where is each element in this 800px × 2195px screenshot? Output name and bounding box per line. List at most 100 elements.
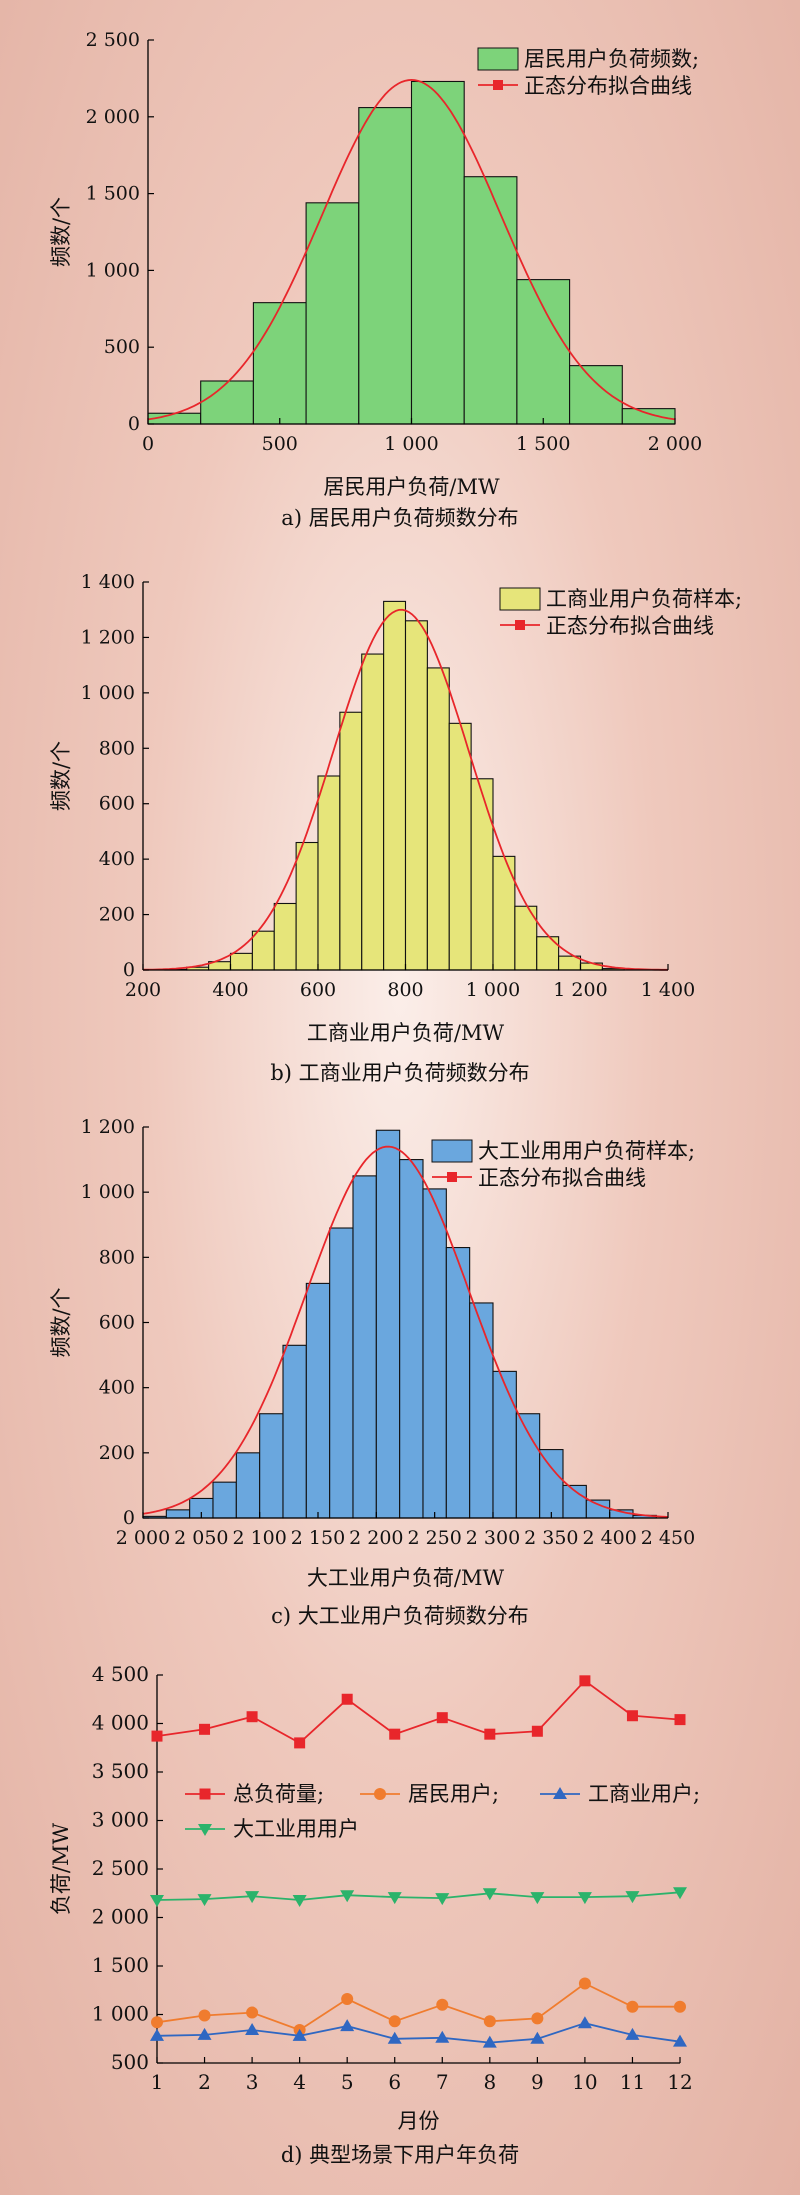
chart2-bar	[399, 1159, 424, 1519]
chart3-series-point	[625, 2027, 640, 2040]
chart3-series-point	[389, 1728, 401, 1740]
chart1-x-tick-label: 1 200	[553, 979, 607, 1001]
chart3-series-point	[340, 2019, 355, 2032]
chart1-x-axis-label: 工商业用户负荷/MW	[307, 1021, 505, 1045]
chart1-bar	[448, 722, 472, 971]
chart1-legend-line-marker	[515, 620, 525, 630]
chart3-legend-marker	[374, 1788, 386, 1800]
chart2-y-tick-label: 800	[99, 1246, 135, 1268]
chart0-bar	[305, 202, 360, 425]
chart3-series-point	[673, 1887, 687, 1900]
chart3-series-line	[156, 1982, 680, 2032]
chart3-legend-label: 总负荷量;	[233, 1782, 324, 1806]
chart3-series-point	[435, 1893, 450, 1906]
chart1-bar	[317, 775, 341, 971]
chart3-x-tick-label: 2	[198, 2070, 211, 2094]
chart3-y-tick-label: 2 000	[92, 1905, 149, 1929]
chart3-series-point	[579, 1675, 591, 1687]
chart1-x-tick-label: 1 400	[641, 979, 695, 1001]
chart1-x-tick-label: 1 000	[466, 979, 520, 1001]
chart3-title: d) 典型场景下用户年负荷	[281, 2143, 519, 2167]
chart0-x-tick-label: 1 500	[516, 433, 570, 455]
chart3-series-point	[530, 2031, 545, 2044]
chart2-legend-line-marker	[447, 1172, 457, 1182]
chart0-y-tick-label: 0	[128, 413, 140, 435]
chart0-y-tick-label: 2 500	[86, 29, 140, 51]
chart1-legend-bar-label: 工商业用户负荷样本;	[546, 587, 742, 611]
chart2-y-tick-label: 1 000	[81, 1181, 135, 1203]
chart2-x-tick-label: 2 300	[466, 1527, 520, 1549]
chart1-bar	[295, 841, 319, 971]
chart3-x-tick-label: 1	[151, 2070, 164, 2094]
chart3-x-tick-label: 8	[483, 2070, 496, 2094]
chart3-series-line	[156, 1891, 681, 1901]
chart0-legend-line-label: 正态分布拟合曲线	[524, 74, 692, 98]
chart3-series-point	[673, 2034, 687, 2047]
chart2-bar	[305, 1282, 331, 1519]
chart3-y-tick-label: 1 500	[92, 1953, 149, 1977]
chart1-bar	[273, 902, 297, 971]
chart2-x-axis-label: 大工业用户负荷/MW	[307, 1566, 505, 1590]
chart3-series-point	[387, 1892, 402, 1905]
chart3-series-point	[674, 2000, 686, 2013]
chart1-y-tick-label: 1 400	[81, 571, 135, 593]
chart0-bar	[358, 107, 413, 425]
chart3-series-point	[387, 2031, 402, 2044]
chart3-series-point	[340, 1890, 355, 1903]
chart2-fit-curve	[142, 1145, 669, 1518]
chart2-legend-bar-label: 大工业用用户负荷样本;	[478, 1139, 695, 1163]
chart3-series-point	[292, 2028, 307, 2041]
chart0-bar	[200, 380, 254, 425]
chart0-x-tick-label: 1 000	[384, 433, 438, 455]
chart3-series-point	[151, 2016, 163, 2029]
chart0-bar	[569, 365, 623, 425]
chart2-bar	[539, 1449, 564, 1519]
chart3-series-point	[150, 1895, 164, 1908]
chart2-x-tick-label: 2 100	[232, 1527, 286, 1549]
chart3-series-point	[531, 2012, 544, 2025]
chart0-x-axis-label: 居民用户负荷/MW	[323, 475, 500, 499]
chart2-x-tick-label: 2 000	[116, 1527, 170, 1549]
chart2-bar	[329, 1227, 354, 1519]
chart0-bar	[410, 80, 465, 425]
chart2-x-tick-label: 2 150	[291, 1527, 345, 1549]
chart1-y-tick-label: 800	[99, 737, 135, 759]
chart0-x-tick-label: 0	[142, 433, 154, 455]
chart2-y-tick-label: 600	[99, 1312, 135, 1334]
chart3-x-tick-label: 4	[293, 2070, 306, 2094]
chart3-x-tick-label: 12	[667, 2070, 692, 2094]
chart2-bar	[235, 1452, 261, 1519]
chart3-series-point	[530, 1892, 545, 1905]
chart2-title: c) 大工业用户负荷频数分布	[271, 1604, 529, 1628]
chart3-series-line	[156, 2022, 681, 2044]
chart0-y-axis-label: 频数/个	[49, 197, 73, 267]
chart0-x-tick-label: 500	[262, 433, 298, 455]
chart2-bar	[585, 1499, 611, 1519]
chart1-bar	[404, 620, 428, 971]
chart2-bar	[165, 1509, 191, 1519]
chart3-series-point	[626, 2000, 639, 2013]
chart3-y-axis-label: 负荷/MW	[49, 1823, 73, 1916]
chart3-series-point	[341, 1992, 354, 2005]
chart3-legend-label: 居民用户;	[408, 1782, 499, 1806]
chart3-x-axis-label: 月份	[398, 2109, 440, 2133]
chart2-y-tick-label: 200	[99, 1442, 135, 1464]
chart0-title: a) 居民用户负荷频数分布	[281, 506, 518, 530]
chart3-x-tick-label: 11	[620, 2070, 645, 2094]
chart3-series-point	[151, 1730, 163, 1742]
chart2-y-tick-label: 0	[123, 1507, 135, 1529]
chart1-bar	[251, 930, 275, 971]
chart3-y-tick-label: 2 500	[92, 1856, 149, 1880]
chart1-bar	[470, 778, 494, 971]
chart2-legend-bar-swatch	[431, 1139, 473, 1163]
chart0-legend-bar-swatch	[477, 47, 519, 71]
chart3-series-point	[388, 2015, 401, 2028]
chart0-fit-curve	[147, 78, 676, 421]
chart3-series-point	[246, 2006, 259, 2019]
chart3-series-line	[156, 1679, 681, 1745]
chart3-x-tick-label: 10	[572, 2070, 597, 2094]
chart3-series-point	[197, 2027, 212, 2040]
chart3-series-point	[435, 2030, 450, 2043]
chart3-y-tick-label: 500	[111, 2050, 149, 2074]
chart2-x-tick-label: 2 050	[174, 1527, 228, 1549]
